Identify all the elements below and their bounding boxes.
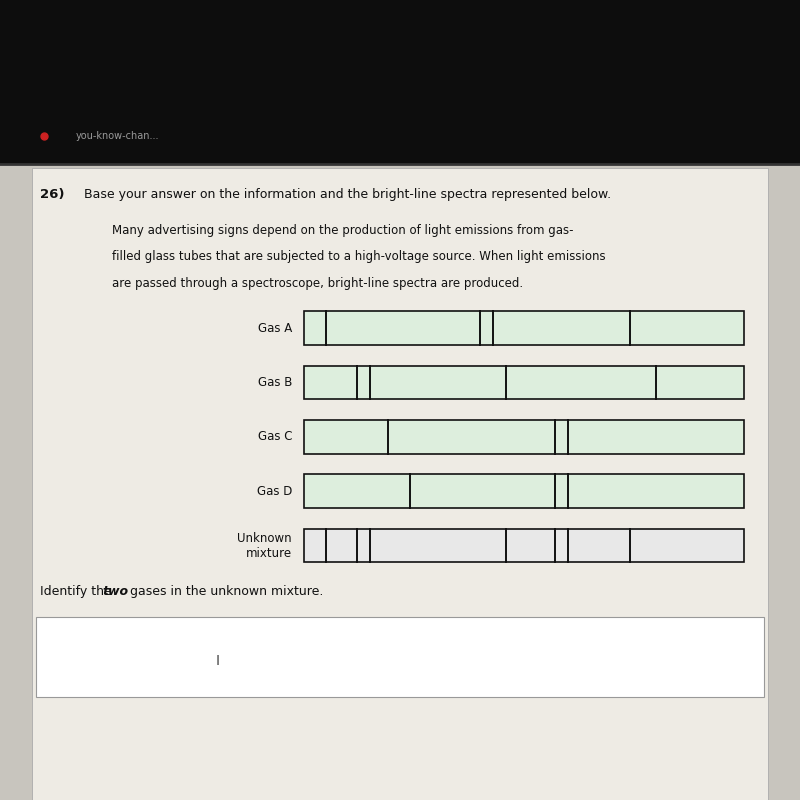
- Bar: [32, 168, 768, 800]
- Text: Gas C: Gas C: [258, 430, 292, 443]
- Bar: [304, 366, 744, 399]
- Text: Identify the: Identify the: [40, 585, 116, 598]
- Text: I: I: [216, 654, 220, 668]
- Text: 26): 26): [40, 188, 65, 201]
- Bar: [0, 0, 800, 164]
- Bar: [36, 617, 764, 697]
- Text: gases in the unknown mixture.: gases in the unknown mixture.: [126, 585, 324, 598]
- Bar: [304, 420, 744, 454]
- Bar: [304, 311, 744, 345]
- Text: Base your answer on the information and the bright-line spectra represented belo: Base your answer on the information and …: [84, 188, 611, 201]
- Text: Many advertising signs depend on the production of light emissions from gas-: Many advertising signs depend on the pro…: [112, 224, 574, 237]
- Text: Gas D: Gas D: [257, 485, 292, 498]
- Text: Gas B: Gas B: [258, 376, 292, 389]
- Text: filled glass tubes that are subjected to a high-voltage source. When light emiss: filled glass tubes that are subjected to…: [112, 250, 606, 263]
- Text: are passed through a spectroscope, bright-line spectra are produced.: are passed through a spectroscope, brigh…: [112, 277, 523, 290]
- Text: Unknown
mixture: Unknown mixture: [238, 532, 292, 560]
- Text: Gas A: Gas A: [258, 322, 292, 334]
- Text: two: two: [102, 585, 129, 598]
- Bar: [304, 474, 744, 508]
- Bar: [304, 529, 744, 562]
- Text: you-know-chan...: you-know-chan...: [76, 131, 159, 141]
